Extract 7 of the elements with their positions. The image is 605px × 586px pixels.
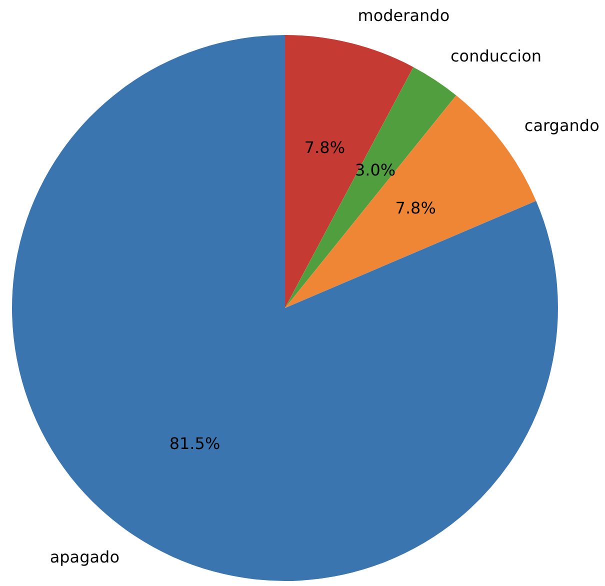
slice-label: conduccion: [450, 46, 542, 66]
data-label: 81.5%: [169, 434, 220, 453]
slice-label: cargando: [524, 116, 600, 135]
data-label: 7.8%: [395, 198, 436, 218]
data-label: 7.8%: [304, 138, 346, 158]
slice-label: apagado: [50, 548, 120, 567]
slice-label: moderando: [358, 6, 450, 25]
